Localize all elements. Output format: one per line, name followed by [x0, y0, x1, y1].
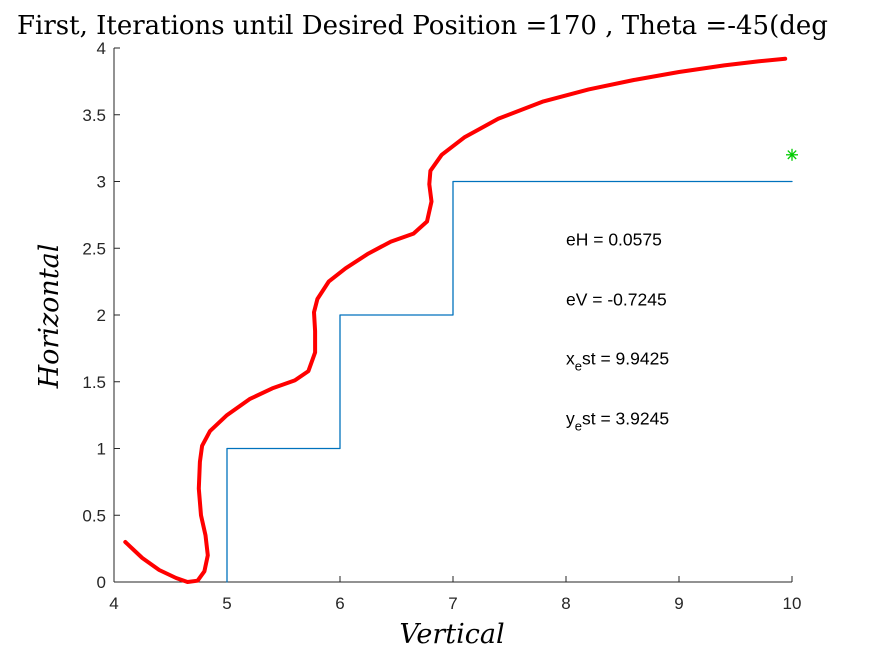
y-axis-label: Horizontal	[34, 244, 65, 390]
annotation-rest: st = 9.9425	[582, 348, 669, 368]
x-tick-label: 4	[109, 594, 118, 613]
target-marker	[786, 148, 798, 161]
annotation-main: eH = 0.0575	[566, 230, 662, 250]
x-tick-label: 10	[783, 594, 802, 613]
x-tick-labels: 4 5 6 7 8 9 10	[109, 594, 801, 613]
x-tick-label: 7	[448, 594, 457, 613]
y-tick-label: 4	[97, 39, 106, 58]
annotation-text: eH = 0.0575	[566, 230, 662, 250]
annotation-text: yest = 3.9245	[566, 408, 669, 433]
x-tick-label: 6	[335, 594, 344, 613]
annotation-main: y	[566, 408, 575, 428]
annotation-main: eV = -0.7245	[566, 290, 667, 310]
y-tick-label: 0.5	[82, 506, 106, 525]
x-tick-label: 8	[561, 594, 570, 613]
y-tick-label: 1	[97, 440, 106, 459]
annotation-text: eV = -0.7245	[566, 290, 667, 310]
annotation-rest: st = 3.9245	[582, 408, 669, 428]
desired-path-line	[226, 180, 793, 583]
y-tick-labels: 0 0.5 1 1.5 2 2.5 3 3.5 4	[82, 39, 106, 592]
y-tick-label: 2	[97, 306, 106, 325]
x-tick-label: 9	[674, 594, 683, 613]
trajectory-line	[123, 56, 788, 584]
y-tick-label: 0	[97, 573, 106, 592]
annotation-subscript: e	[575, 418, 582, 433]
y-tick-label: 3	[97, 173, 106, 192]
chart-title: First, Iterations until Desired Position…	[17, 11, 828, 41]
y-tick-label: 2.5	[82, 239, 106, 258]
y-tick-label: 3.5	[82, 106, 106, 125]
series-group	[123, 56, 798, 584]
annotation-text: xest = 9.9425	[566, 348, 669, 373]
x-axis-label: Vertical	[399, 619, 504, 650]
annotation-subscript: e	[575, 358, 582, 373]
annotation-main: x	[566, 348, 575, 368]
y-tick-label: 1.5	[82, 373, 106, 392]
x-tick-label: 5	[222, 594, 231, 613]
